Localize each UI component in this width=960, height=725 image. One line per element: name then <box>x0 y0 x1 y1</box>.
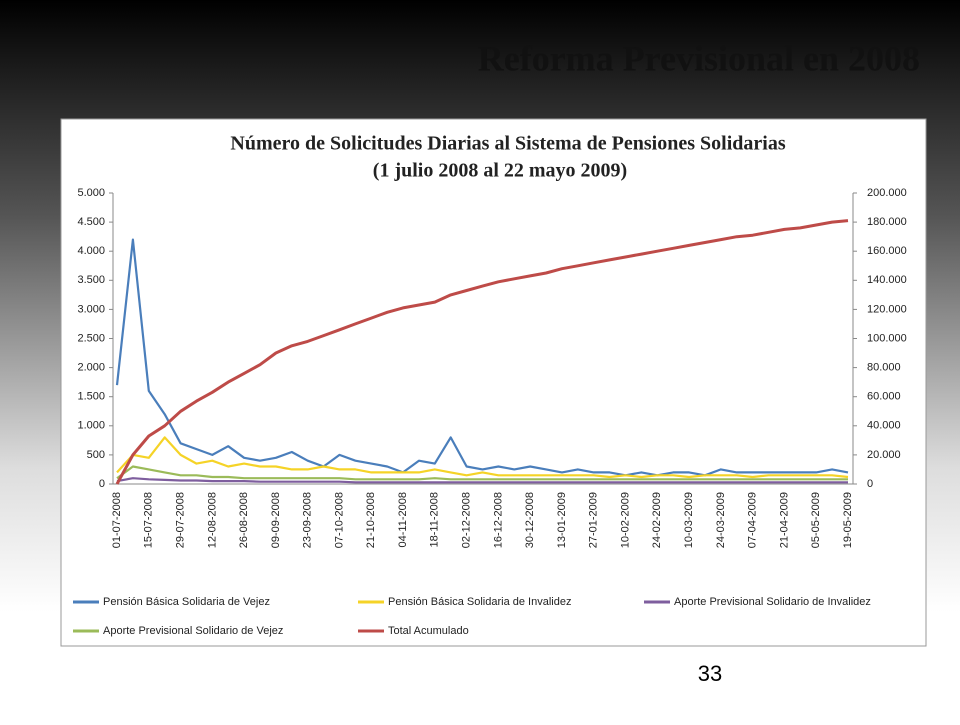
y2-tick-label: 200.000 <box>867 187 907 199</box>
series-line <box>116 465 848 481</box>
slide-title: Reforma Previsional en 2008 <box>478 38 920 78</box>
x-tick-label: 19-05-2009 <box>842 492 854 548</box>
series-line <box>115 219 849 485</box>
x-tick-label: 02-12-2008 <box>461 492 473 548</box>
legend-label: Pensión Básica Solidaria de Invalidez <box>388 596 571 608</box>
chart-title: Número de Solicitudes Diarias al Sistema… <box>230 133 785 155</box>
x-tick-label: 24-03-2009 <box>715 492 727 548</box>
chart-subtitle: (1 julio 2008 al 22 mayo 2009) <box>373 160 627 182</box>
x-tick-label: 26-08-2008 <box>238 492 250 548</box>
y-tick-label: 0 <box>99 478 105 490</box>
y2-tick-label: 180.000 <box>867 216 907 228</box>
y2-tick-label: 0 <box>867 478 873 490</box>
x-tick-label: 01-07-2008 <box>111 492 123 548</box>
y-tick-label: 500 <box>87 449 105 461</box>
x-tick-label: 13-01-2009 <box>556 492 568 548</box>
x-tick-label: 23-09-2008 <box>302 492 314 548</box>
x-tick-label: 27-01-2009 <box>588 492 600 548</box>
x-tick-label: 16-12-2008 <box>492 492 504 548</box>
x-tick-label: 07-10-2008 <box>333 492 345 548</box>
x-tick-label: 09-09-2008 <box>270 492 282 548</box>
y-tick-label: 4.500 <box>77 216 105 228</box>
x-tick-label: 05-05-2009 <box>810 492 822 548</box>
y-tick-label: 1.500 <box>77 391 105 403</box>
x-tick-label: 21-04-2009 <box>778 492 790 548</box>
y2-tick-label: 20.000 <box>867 449 901 461</box>
y-tick-label: 4.000 <box>77 245 105 257</box>
x-tick-label: 10-02-2009 <box>619 492 631 548</box>
series-line <box>115 238 849 477</box>
legend-label: Pensión Básica Solidaria de Vejez <box>103 596 270 608</box>
y-tick-label: 2.500 <box>77 332 105 344</box>
x-tick-label: 29-07-2008 <box>174 492 186 548</box>
x-tick-label: 10-03-2009 <box>683 492 695 548</box>
chart-frame <box>60 118 927 647</box>
x-tick-label: 30-12-2008 <box>524 492 536 548</box>
y-tick-label: 1.000 <box>77 420 105 432</box>
x-tick-label: 21-10-2008 <box>365 492 377 548</box>
series-line <box>116 477 848 484</box>
legend-label: Aporte Previsional Solidario de Vejez <box>103 625 283 637</box>
y2-tick-label: 40.000 <box>867 420 901 432</box>
y2-tick-label: 120.000 <box>867 303 907 315</box>
legend-label: Aporte Previsional Solidario de Invalide… <box>674 596 871 608</box>
y2-tick-label: 160.000 <box>867 245 907 257</box>
page-number: 33 <box>698 661 722 686</box>
y-tick-label: 3.500 <box>77 274 105 286</box>
legend-label: Total Acumulado <box>388 625 469 637</box>
x-tick-label: 07-04-2009 <box>747 492 759 548</box>
y-tick-label: 5.000 <box>77 187 105 199</box>
x-tick-label: 15-07-2008 <box>143 492 155 548</box>
y2-tick-label: 60.000 <box>867 391 901 403</box>
x-tick-label: 18-11-2008 <box>429 492 441 547</box>
y2-tick-label: 80.000 <box>867 362 901 374</box>
y-tick-label: 3.000 <box>77 303 105 315</box>
x-tick-label: 24-02-2009 <box>651 492 663 548</box>
x-tick-label: 04-11-2008 <box>397 492 409 547</box>
y2-tick-label: 100.000 <box>867 332 907 344</box>
x-tick-label: 12-08-2008 <box>206 492 218 548</box>
y-tick-label: 2.000 <box>77 362 105 374</box>
series-line <box>116 436 849 479</box>
y2-tick-label: 140.000 <box>867 274 907 286</box>
